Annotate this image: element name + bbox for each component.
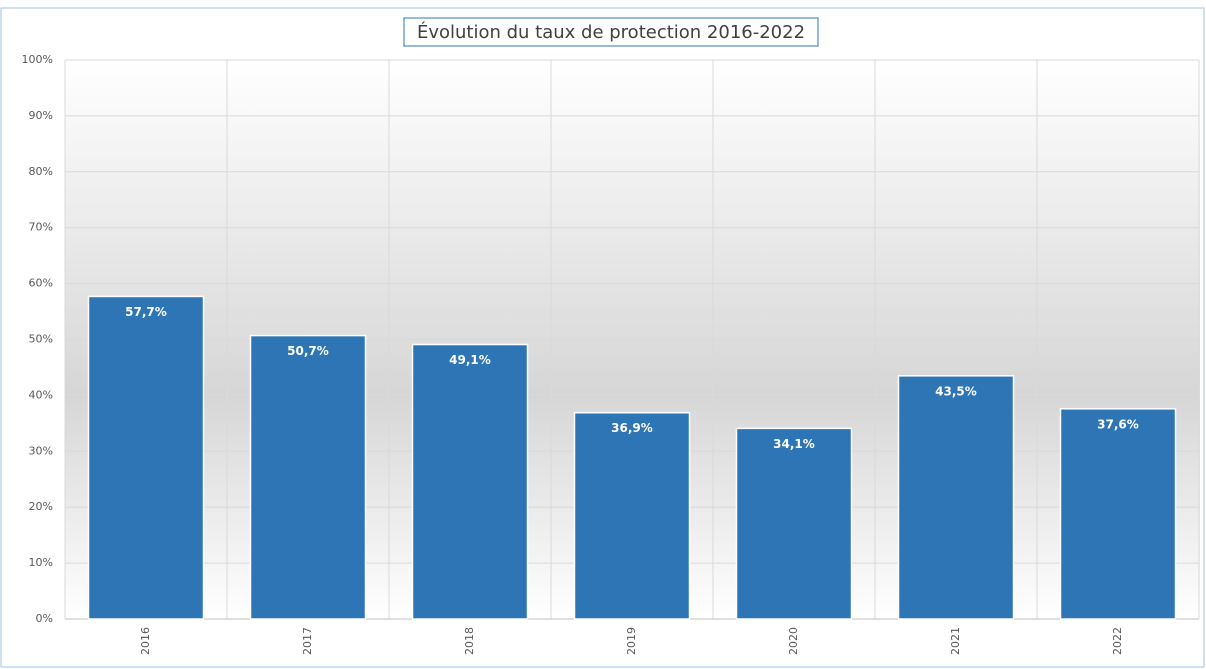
bar	[735, 427, 853, 620]
bar	[249, 334, 367, 620]
x-tick-label: 2016	[139, 627, 152, 655]
value-label: 57,7%	[125, 305, 167, 319]
chart-border	[0, 7, 1205, 668]
x-tick-label: 2019	[625, 627, 638, 655]
value-label: 34,1%	[773, 437, 815, 451]
x-tick-label: 2018	[463, 627, 476, 655]
x-tick-label: 2017	[301, 627, 314, 655]
bar	[1059, 408, 1177, 620]
chart-title: Évolution du taux de protection 2016-202…	[417, 21, 805, 43]
value-label: 37,6%	[1097, 417, 1139, 431]
value-label: 50,7%	[287, 344, 329, 358]
y-tick-label: 80%	[29, 165, 53, 178]
title-box	[403, 17, 819, 47]
value-label: 49,1%	[449, 353, 491, 367]
bar	[411, 343, 529, 620]
y-tick-label: 0%	[36, 612, 53, 625]
y-tick-label: 20%	[29, 500, 53, 513]
y-tick-label: 70%	[29, 221, 53, 234]
y-tick-label: 100%	[22, 53, 53, 66]
y-tick-label: 50%	[29, 333, 53, 346]
value-label: 43,5%	[935, 384, 977, 398]
y-tick-label: 40%	[29, 388, 53, 401]
y-tick-label: 90%	[29, 109, 53, 122]
x-tick-label: 2020	[787, 627, 800, 655]
y-tick-label: 10%	[29, 556, 53, 569]
bar	[87, 295, 205, 620]
bar	[573, 411, 691, 620]
x-tick-label: 2022	[1111, 627, 1124, 655]
y-tick-label: 30%	[29, 444, 53, 457]
y-tick-label: 60%	[29, 277, 53, 290]
value-label: 36,9%	[611, 421, 653, 435]
x-tick-label: 2021	[949, 627, 962, 655]
bar	[897, 375, 1015, 620]
